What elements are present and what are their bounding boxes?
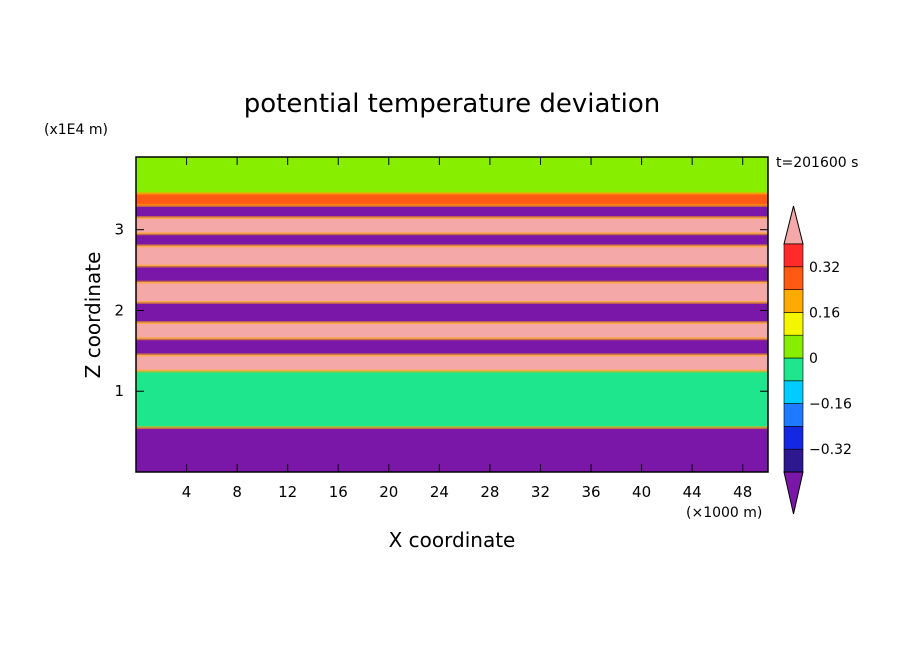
x-axis: 4 8 12 16 20 24 28 32 36 40 44 48 [182,157,752,501]
field-layer-12 [136,371,768,428]
transition-line [136,321,768,325]
y-axis-label: Z coordinate [81,252,105,379]
x-tick-label: 4 [182,483,192,501]
x-tick-label: 44 [683,483,702,501]
colorbar-label: −0.16 [809,397,852,413]
colorbar-band [783,334,804,359]
field-layer-2 [136,205,768,218]
y-axis: 1 2 3 [114,221,768,400]
field-layer-0 [136,157,768,194]
colorbar-label: 0.32 [809,260,840,276]
field-layer-9 [136,322,768,339]
x-tick-label: 32 [531,483,550,501]
field-layer-1 [136,193,768,206]
x-tick-label: 36 [581,483,600,501]
transition-line [136,264,768,268]
colorbar-label: −0.32 [809,442,852,458]
transition-line [136,353,768,357]
colorbar-band [783,380,804,404]
field-layer-3 [136,217,768,234]
x-axis-label: X coordinate [389,528,516,552]
field-layer-4 [136,233,768,246]
colorbar-below-arrow [783,471,804,515]
x-tick-label: 8 [232,483,242,501]
x-axis-unit: (×1000 m) [686,505,762,521]
transition-line [136,369,768,373]
field-layer-13 [136,427,768,472]
colorbar-band [783,266,804,290]
x-tick-label: 12 [278,483,297,501]
y-tick-label: 1 [114,382,124,400]
field-layer-5 [136,245,768,267]
transition-line [136,216,768,220]
transition-line [136,203,768,207]
colorbar-band [783,289,804,313]
y-tick-label: 2 [114,301,124,319]
field-layer-7 [136,282,768,303]
field-layer-11 [136,354,768,372]
transition-line [136,426,768,430]
colorbar-band [783,357,804,382]
transition-line [136,337,768,341]
x-tick-label: 48 [733,483,752,501]
chart-title: potential temperature deviation [244,89,660,119]
x-tick-label: 28 [480,483,499,501]
transition-line [136,232,768,236]
colorbar-label: 0.16 [809,305,840,321]
plot-frame [135,156,769,473]
colorbar-band [783,312,804,336]
transition-line [136,280,768,284]
x-tick-label: 40 [632,483,651,501]
transition-line [136,244,768,248]
colorbar: 0.32 0.16 0 −0.16 −0.32 [783,205,852,515]
x-tick-label: 20 [379,483,398,501]
y-tick-label: 3 [114,221,124,239]
time-label: t=201600 s [776,155,858,171]
field-layer-8 [136,302,768,323]
colorbar-band [783,426,804,450]
transition-line [136,300,768,304]
colorbar-band [783,448,804,473]
colorbar-label: 0 [809,351,818,367]
field-layer-6 [136,266,768,283]
y-axis-unit: (x1E4 m) [44,122,108,138]
x-tick-label: 16 [329,483,348,501]
plot-area [136,157,768,472]
colorbar-band [783,243,804,268]
transition-line [136,191,768,195]
x-tick-label: 24 [430,483,449,501]
colorbar-above-arrow [783,205,804,245]
colorbar-band [783,403,804,427]
field-layer-10 [136,338,768,355]
